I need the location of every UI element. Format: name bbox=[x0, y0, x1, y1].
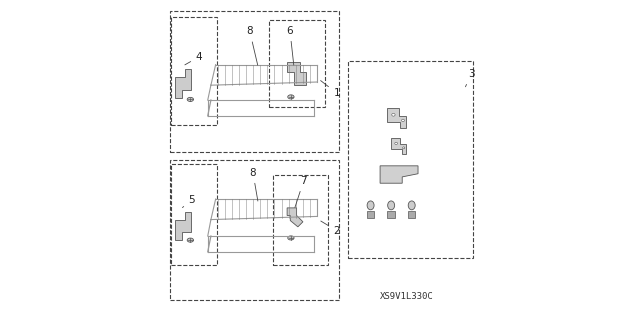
Ellipse shape bbox=[187, 238, 193, 242]
Ellipse shape bbox=[388, 201, 395, 210]
FancyBboxPatch shape bbox=[367, 211, 374, 218]
Ellipse shape bbox=[288, 95, 294, 99]
Ellipse shape bbox=[392, 114, 395, 116]
Bar bbox=[170, 11, 339, 152]
Text: 5: 5 bbox=[182, 195, 195, 208]
Bar bbox=[171, 164, 216, 265]
FancyBboxPatch shape bbox=[387, 211, 395, 218]
Bar bbox=[348, 62, 474, 257]
Text: 4: 4 bbox=[185, 52, 202, 65]
FancyBboxPatch shape bbox=[408, 211, 415, 218]
Ellipse shape bbox=[187, 97, 193, 101]
Text: 8: 8 bbox=[246, 26, 258, 65]
Bar bbox=[170, 160, 339, 300]
Polygon shape bbox=[175, 212, 191, 240]
Ellipse shape bbox=[367, 201, 374, 210]
Text: XS9V1L330C: XS9V1L330C bbox=[380, 292, 434, 300]
Ellipse shape bbox=[402, 119, 404, 122]
Ellipse shape bbox=[288, 236, 294, 240]
Polygon shape bbox=[380, 166, 418, 183]
Text: 7: 7 bbox=[295, 176, 307, 207]
Ellipse shape bbox=[408, 201, 415, 210]
Polygon shape bbox=[390, 138, 406, 154]
Polygon shape bbox=[175, 69, 191, 98]
Ellipse shape bbox=[403, 147, 404, 149]
Bar bbox=[171, 17, 216, 125]
Text: 1: 1 bbox=[321, 81, 340, 98]
Text: 6: 6 bbox=[287, 26, 294, 65]
Polygon shape bbox=[287, 63, 307, 85]
Ellipse shape bbox=[395, 142, 397, 145]
Bar bbox=[273, 175, 328, 265]
Text: 2: 2 bbox=[321, 221, 340, 236]
Text: 8: 8 bbox=[250, 168, 258, 201]
Polygon shape bbox=[387, 108, 406, 128]
Polygon shape bbox=[287, 208, 303, 227]
Bar bbox=[269, 20, 324, 107]
Text: 3: 3 bbox=[465, 69, 474, 87]
